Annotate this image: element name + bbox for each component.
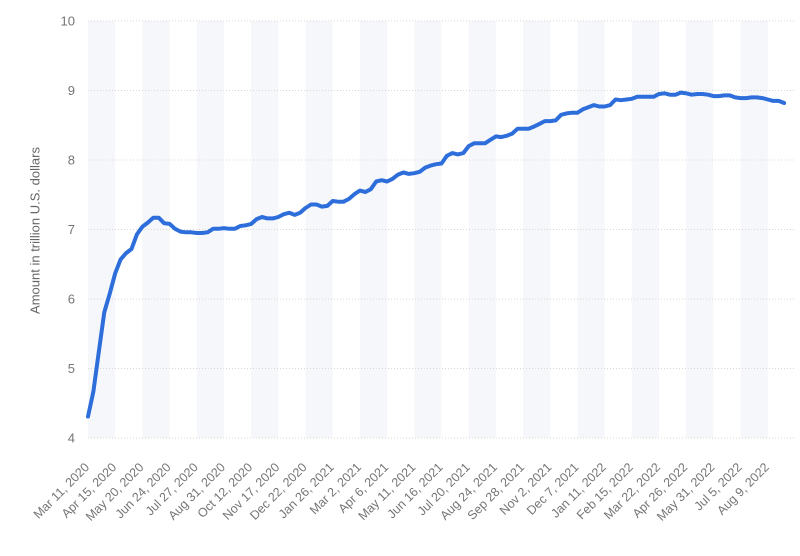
alt-band (577, 21, 605, 438)
alt-band (523, 21, 551, 438)
y-tick-label: 5 (68, 361, 75, 376)
y-tick-label: 6 (68, 292, 75, 307)
alt-band (686, 21, 714, 438)
y-tick-label: 9 (68, 83, 75, 98)
alt-band (468, 21, 496, 438)
y-tick-label: 10 (61, 14, 75, 29)
alt-band (142, 21, 170, 438)
series-line[interactable] (86, 90, 787, 419)
y-tick-label: 7 (68, 222, 75, 237)
alt-band (88, 21, 116, 438)
alt-band (631, 21, 659, 438)
y-axis-title: Amount in trillion U.S. dollars (27, 147, 43, 314)
y-tick-label: 8 (68, 153, 75, 168)
alt-band (251, 21, 279, 438)
y-tick-label: 4 (68, 431, 75, 446)
